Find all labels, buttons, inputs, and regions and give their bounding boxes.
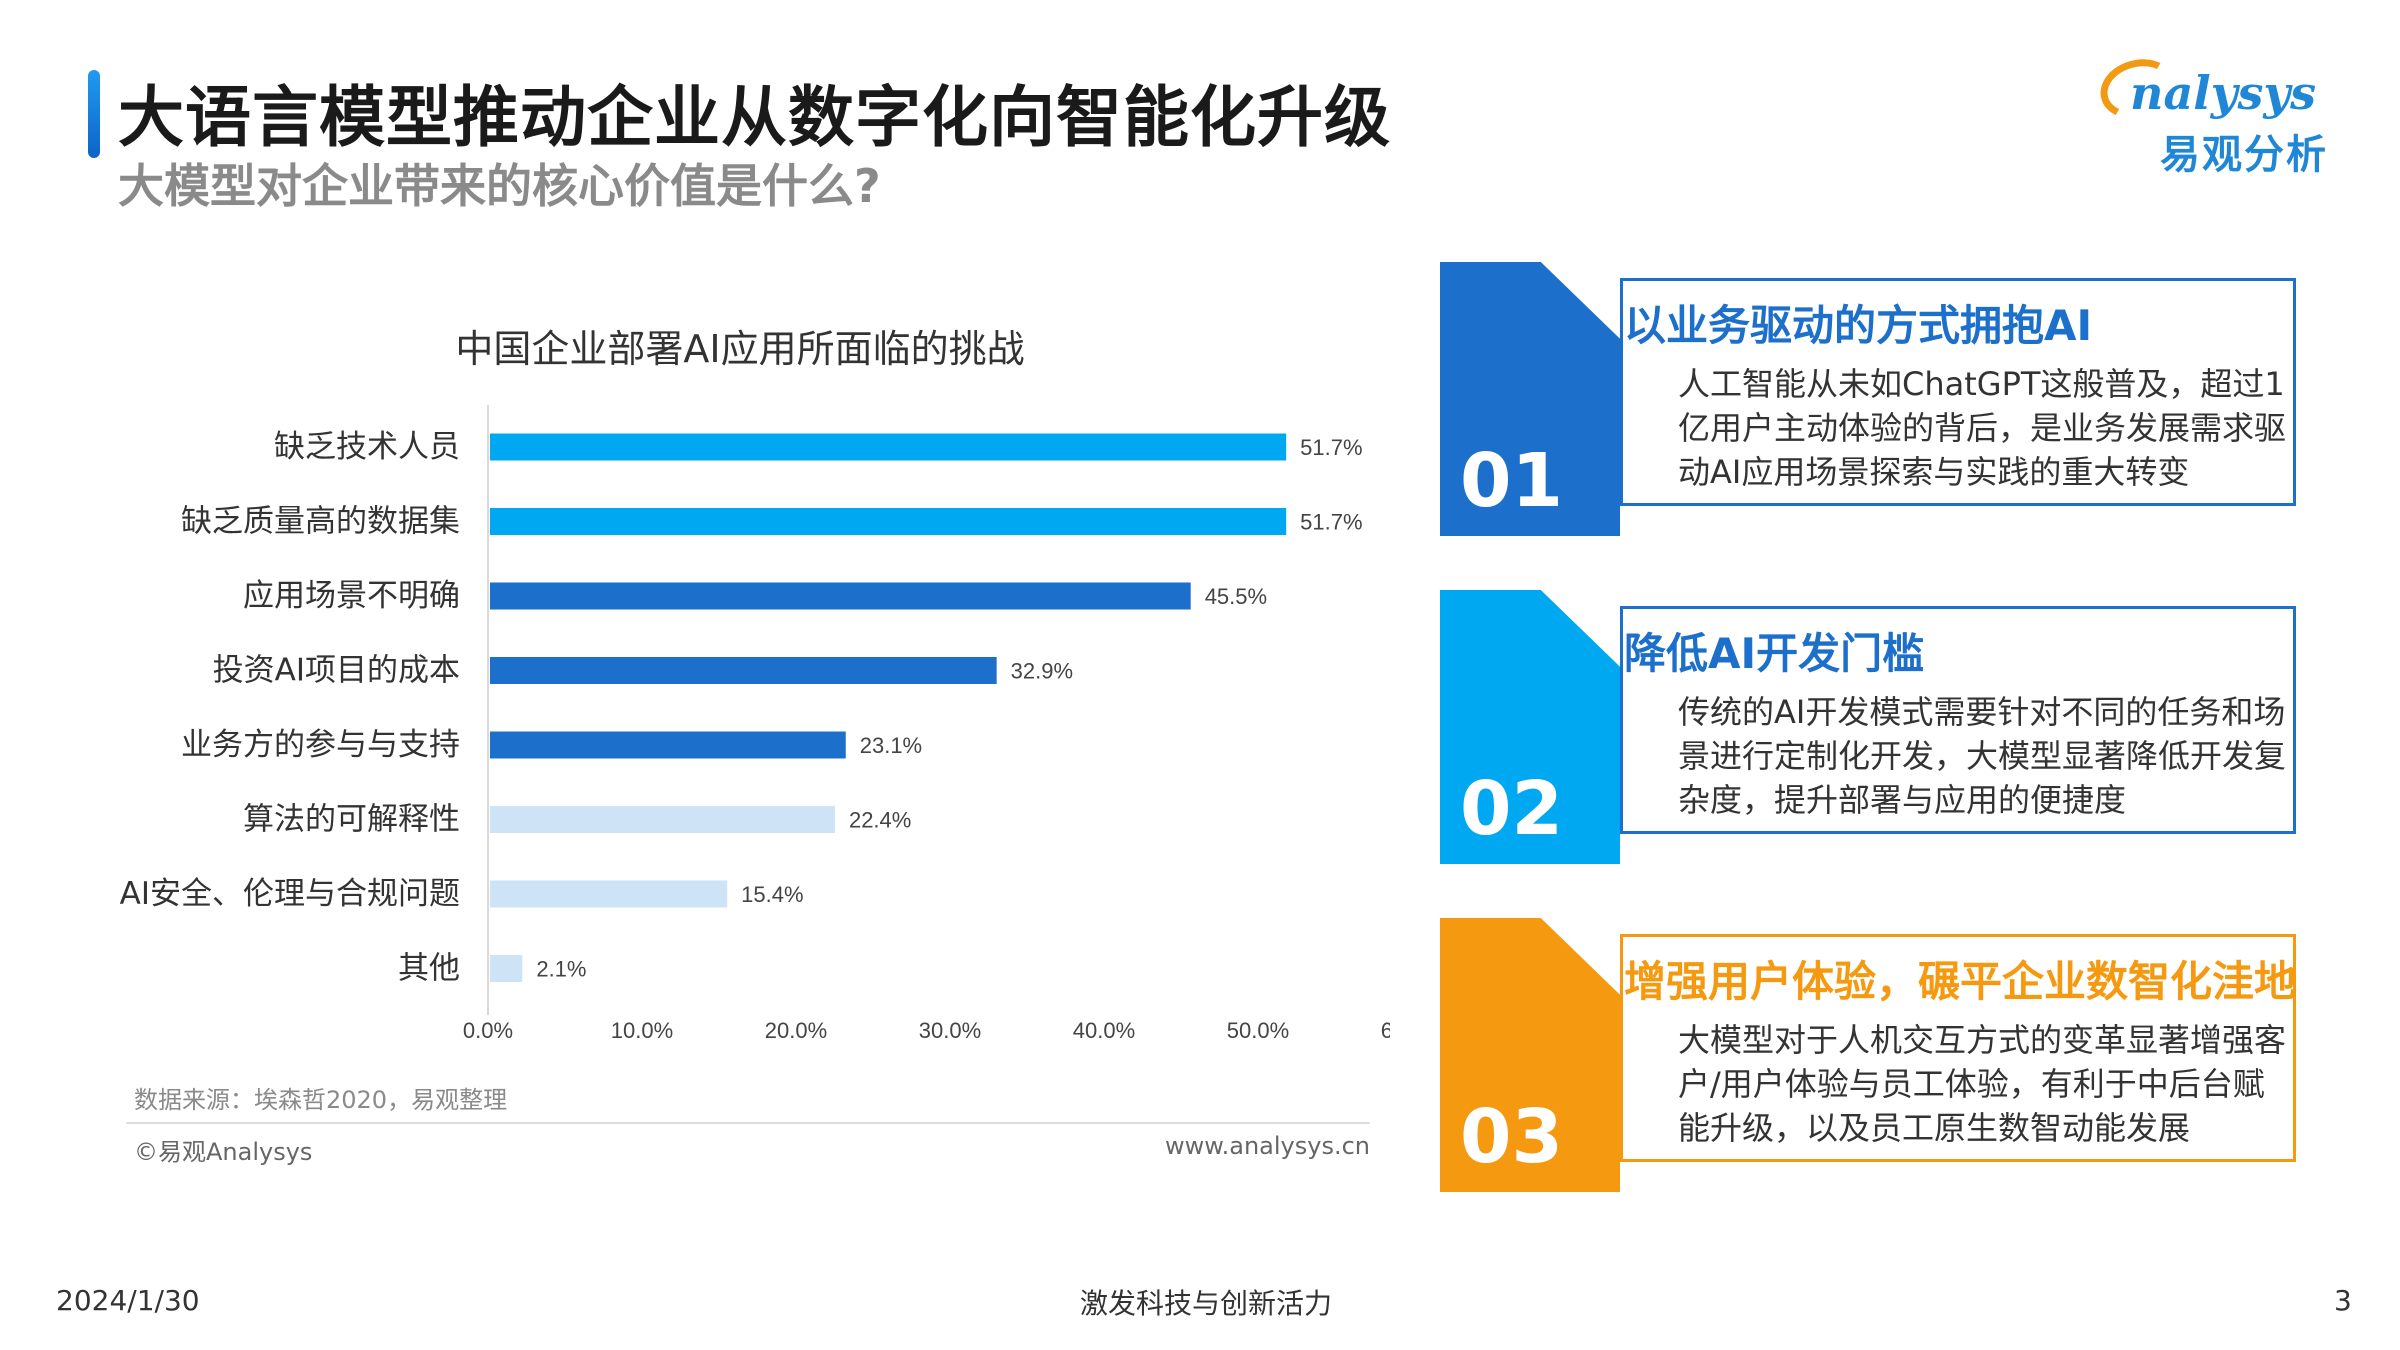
category-label: 其他: [398, 951, 460, 987]
card-3-number: 03: [1460, 1094, 1563, 1180]
category-label: 缺乏技术人员: [274, 429, 460, 465]
card-1-line: 动AI应用场景探索与实践的重大转变: [1678, 453, 2190, 491]
card-1-line: 人工智能从未如ChatGPT这般普及，超过1: [1678, 365, 2285, 403]
value-label: 45.5%: [1205, 584, 1267, 609]
category-label: 算法的可解释性: [243, 802, 460, 838]
value-label: 32.9%: [1011, 659, 1073, 684]
card-2-border-box: [1620, 606, 2296, 834]
bar: [490, 657, 997, 684]
card-1-line: 亿用户主动体验的背后，是业务发展需求驱: [1678, 409, 2287, 447]
logo-english-text: nalysys: [2130, 66, 2316, 120]
card-2-body: 传统的AI开发模式需要针对不同的任务和场 景进行定制化开发，大模型显著降低开发复…: [1678, 690, 2287, 822]
logo-chinese-text: 易观分析: [2160, 132, 2328, 178]
value-label: 23.1%: [860, 733, 922, 758]
page-subtitle: 大模型对企业带来的核心价值是什么?: [118, 159, 881, 213]
website-url: www.analysys.cn: [1164, 1132, 1370, 1160]
bar: [490, 806, 835, 833]
card-1-border-box: [1620, 278, 2296, 506]
x-tick-label: 20.0%: [765, 1018, 827, 1043]
value-card-3: 03 增强用户体验，碾平企业数智化洼地 大模型对于人机交互方式的变革显著增强客 …: [1440, 918, 2300, 1192]
value-label: 22.4%: [849, 808, 911, 833]
chart-title: 中国企业部署AI应用所面临的挑战: [455, 327, 1025, 371]
copyright-text: ©易观Analysys: [134, 1138, 313, 1166]
category-label: 投资AI项目的成本: [213, 653, 460, 689]
x-tick-label: 30.0%: [919, 1018, 981, 1043]
value-card-1: 01 以业务驱动的方式拥抱AI 人工智能从未如ChatGPT这般普及，超过1 亿…: [1440, 262, 2300, 536]
bar: [490, 433, 1287, 461]
bar: [490, 955, 523, 982]
card-1-heading: 以业务驱动的方式拥抱AI: [1624, 301, 2093, 350]
page-number: 3: [2334, 1284, 2352, 1317]
x-tick-label: 10.0%: [611, 1018, 673, 1043]
value-card-2: 02 降低AI开发门槛 传统的AI开发模式需要针对不同的任务和场 景进行定制化开…: [1440, 590, 2300, 864]
card-2-heading: 降低AI开发门槛: [1624, 629, 1925, 678]
category-label: 应用场景不明确: [243, 578, 460, 614]
footer-date: 2024/1/30: [56, 1284, 200, 1317]
card-3-line: 大模型对于人机交互方式的变革显著增强客: [1678, 1021, 2287, 1059]
card-2-number: 02: [1460, 766, 1563, 852]
bar: [490, 582, 1191, 610]
card-2-line: 传统的AI开发模式需要针对不同的任务和场: [1678, 693, 2286, 731]
x-tick-label: 0.0%: [463, 1018, 513, 1043]
card-2-line: 景进行定制化开发，大模型显著降低开发复: [1678, 737, 2287, 775]
card-1-number: 01: [1460, 438, 1563, 524]
footer-slogan: 激发科技与创新活力: [1080, 1287, 1333, 1320]
bar: [490, 508, 1287, 535]
bar: [490, 731, 846, 759]
x-tick-label: 50.0%: [1227, 1018, 1289, 1043]
card-3-line: 户/用户体验与员工体验，有利于中后台赋: [1678, 1065, 2265, 1103]
card-3-border-box: [1620, 934, 2296, 1162]
value-label: 51.7%: [1300, 510, 1362, 535]
value-label: 51.7%: [1300, 435, 1362, 460]
bar: [490, 880, 728, 908]
x-tick-label: 60.0%: [1381, 1018, 1390, 1043]
card-1-body: 人工智能从未如ChatGPT这般普及，超过1 亿用户主动体验的背后，是业务发展需…: [1678, 362, 2287, 494]
value-label: 2.1%: [536, 957, 586, 982]
category-label: AI安全、伦理与合规问题: [120, 876, 460, 912]
card-3-line: 能升级，以及员工原生数智动能发展: [1678, 1109, 2191, 1147]
challenges-bar-chart: 缺乏技术人员 51.7% 缺乏质量高的数据集 51.7% 应用场景不明确 45.5% 投资A…: [120, 405, 1390, 1043]
title-accent-bar: [88, 70, 100, 158]
x-tick-label: 40.0%: [1073, 1018, 1135, 1043]
data-source-note: 数据来源：埃森哲2020，易观整理: [134, 1086, 508, 1114]
analysys-logo: nalysys 易观分析: [2093, 51, 2360, 182]
chart-footer-divider: [126, 1122, 1370, 1124]
page-title: 大语言模型推动企业从数字化向智能化升级: [118, 79, 1391, 156]
card-3-body: 大模型对于人机交互方式的变革显著增强客 户/用户体验与员工体验，有利于中后台赋 …: [1678, 1018, 2287, 1150]
category-label: 业务方的参与与支持: [181, 727, 460, 763]
category-label: 缺乏质量高的数据集: [181, 504, 460, 540]
card-2-line: 杂度，提升部署与应用的便捷度: [1678, 781, 2127, 819]
value-label: 15.4%: [741, 882, 803, 907]
card-3-heading: 增强用户体验，碾平企业数智化洼地: [1624, 957, 2297, 1006]
